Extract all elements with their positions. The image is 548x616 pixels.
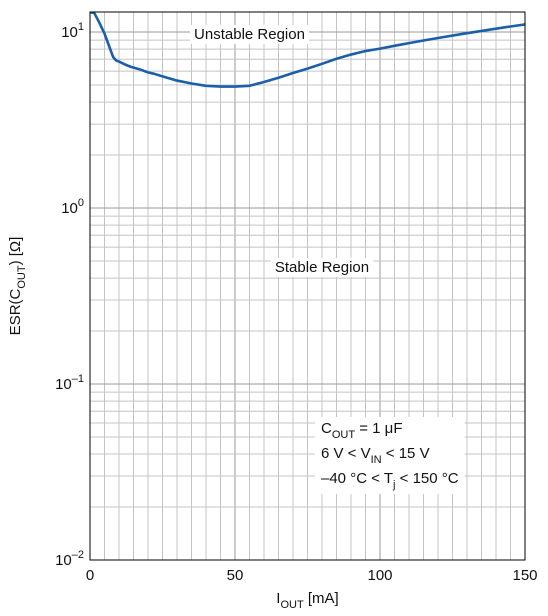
esr-boundary-line <box>90 12 525 88</box>
stable-region-label: Stable Region <box>275 259 369 276</box>
y-axis-label: ESR(COUT) [Ω] <box>7 237 28 336</box>
unstable-region-label: Unstable Region <box>194 26 305 43</box>
x-tick-label: 50 <box>227 567 244 584</box>
unstable-region-annotation: Unstable Region <box>190 25 309 44</box>
condition-cout: COUT = 1 μF <box>321 420 403 441</box>
unstable-label-bg <box>190 25 309 44</box>
y-tick-label: 100 <box>61 197 84 217</box>
y-tick-label: 10–2 <box>55 549 84 569</box>
conditions-box: COUT = 1 μF 6 V < VIN < 15 V –40 °C < Tj… <box>315 417 465 494</box>
y-tick-label: 10–1 <box>55 373 84 393</box>
condition-tj: –40 °C < Tj < 150 °C <box>321 470 459 491</box>
plot-frame <box>89 11 526 561</box>
x-axis-label: IOUT [mA] <box>276 590 338 611</box>
stable-label-bg <box>270 258 374 277</box>
x-tick-labels: 0 50 100 150 <box>86 567 538 584</box>
y-tick-labels: 101 100 10–1 10–2 <box>55 21 84 569</box>
condition-vin: 6 V < VIN < 15 V <box>321 445 430 466</box>
x-tick-label: 0 <box>86 567 94 584</box>
stable-region-annotation: Stable Region <box>270 258 374 277</box>
x-tick-label: 150 <box>512 567 537 584</box>
y-tick-label: 101 <box>61 21 84 41</box>
conditions-bg <box>315 417 465 494</box>
curve-layer <box>90 12 525 88</box>
x-tick-label: 100 <box>367 567 392 584</box>
